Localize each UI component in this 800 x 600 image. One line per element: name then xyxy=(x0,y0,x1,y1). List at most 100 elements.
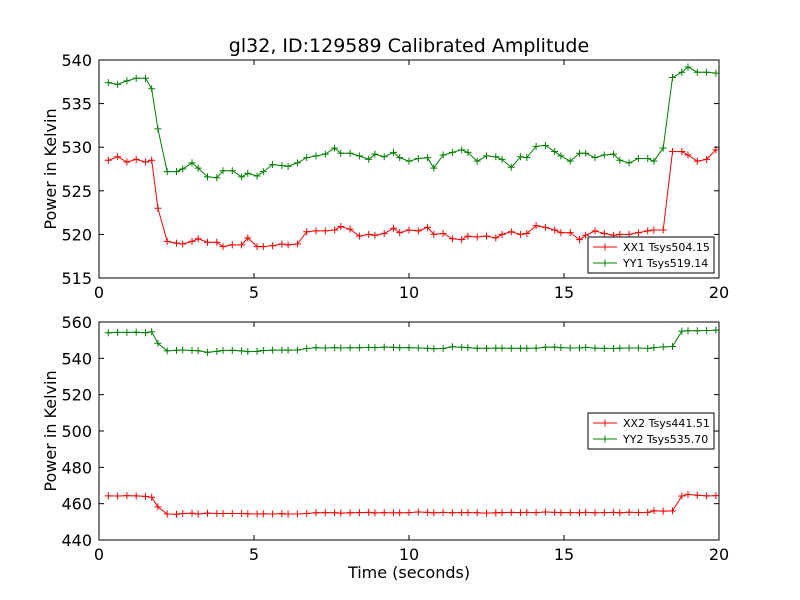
data-point xyxy=(154,503,162,511)
data-point xyxy=(390,509,397,517)
data-point xyxy=(278,510,286,518)
data-point xyxy=(337,509,345,517)
data-point xyxy=(430,509,438,517)
data-point xyxy=(396,344,404,352)
data-point xyxy=(448,148,456,156)
data-point xyxy=(464,232,472,240)
data-point xyxy=(684,327,692,335)
data-point xyxy=(405,157,413,165)
data-point xyxy=(238,173,246,181)
data-point xyxy=(244,348,252,356)
x-tick-label: 10 xyxy=(399,283,419,302)
data-point xyxy=(625,508,633,516)
data-point xyxy=(173,510,180,518)
data-point xyxy=(498,230,506,238)
data-point xyxy=(154,339,162,347)
x-axis-label: Time (seconds) xyxy=(347,563,470,582)
data-point xyxy=(473,157,481,165)
data-point xyxy=(238,241,246,249)
data-point xyxy=(188,159,196,167)
data-point xyxy=(132,328,140,336)
data-point xyxy=(204,348,211,356)
data-point xyxy=(405,509,413,517)
data-point xyxy=(458,509,466,517)
data-point xyxy=(712,326,719,334)
legend-label: XX2 Tsys441.51 xyxy=(623,417,710,430)
data-point xyxy=(114,153,122,161)
data-point xyxy=(582,508,590,516)
data-point xyxy=(365,343,373,351)
data-point xyxy=(616,344,624,352)
data-point xyxy=(600,151,608,159)
data-point xyxy=(365,508,373,516)
data-point xyxy=(659,507,667,515)
y-tick-label: 525 xyxy=(61,182,92,201)
data-point xyxy=(269,242,277,250)
data-point xyxy=(712,492,719,500)
data-point xyxy=(303,228,311,236)
data-point xyxy=(523,230,531,238)
x-tick-label: 0 xyxy=(94,283,104,302)
data-point xyxy=(396,229,404,237)
data-point xyxy=(507,344,515,352)
data-point xyxy=(557,344,565,352)
data-point xyxy=(498,509,506,517)
data-point xyxy=(104,79,112,87)
data-point xyxy=(194,235,202,243)
data-point xyxy=(634,155,642,163)
data-point xyxy=(669,343,676,351)
y-axis-label: Power in Kelvin xyxy=(41,108,60,229)
data-point xyxy=(464,344,472,352)
y-tick-label: 500 xyxy=(61,422,92,441)
data-point xyxy=(293,240,301,248)
data-point xyxy=(269,346,277,354)
data-point xyxy=(142,158,149,166)
data-point xyxy=(551,148,559,156)
data-point xyxy=(566,344,574,352)
data-point xyxy=(365,155,373,163)
data-point xyxy=(321,150,329,158)
data-point xyxy=(278,240,286,248)
data-point xyxy=(576,344,583,352)
data-point xyxy=(557,152,565,160)
data-point xyxy=(337,149,345,157)
data-point xyxy=(104,492,112,500)
data-point xyxy=(659,144,667,152)
data-point xyxy=(303,345,311,353)
data-point xyxy=(644,227,652,235)
data-point xyxy=(188,237,196,245)
data-point xyxy=(104,329,112,337)
data-point xyxy=(321,227,329,235)
data-point xyxy=(396,154,404,162)
data-point xyxy=(600,509,608,517)
data-point xyxy=(219,243,227,251)
data-point xyxy=(179,165,187,173)
y-tick-label: 515 xyxy=(61,269,92,288)
data-point xyxy=(132,155,140,163)
data-point xyxy=(566,509,574,517)
data-point xyxy=(703,155,711,163)
y-tick-label: 560 xyxy=(61,313,92,332)
data-point xyxy=(154,204,162,212)
data-point xyxy=(616,156,624,164)
y-tick-label: 460 xyxy=(61,495,92,514)
data-point xyxy=(458,343,466,351)
y-tick-label: 520 xyxy=(61,225,92,244)
data-point xyxy=(219,509,227,517)
x-tick-label: 10 xyxy=(399,545,419,564)
data-point xyxy=(473,344,481,352)
data-point xyxy=(219,347,227,355)
data-point xyxy=(312,344,320,352)
data-point xyxy=(114,328,122,336)
data-point xyxy=(625,344,633,352)
data-point xyxy=(132,74,140,82)
data-point xyxy=(541,508,549,516)
data-point xyxy=(163,347,171,355)
data-point xyxy=(644,345,652,353)
data-point xyxy=(414,344,422,352)
data-point xyxy=(321,344,329,352)
data-point xyxy=(532,509,540,517)
data-point xyxy=(693,68,701,76)
data-point xyxy=(684,63,692,71)
data-point xyxy=(693,327,701,335)
